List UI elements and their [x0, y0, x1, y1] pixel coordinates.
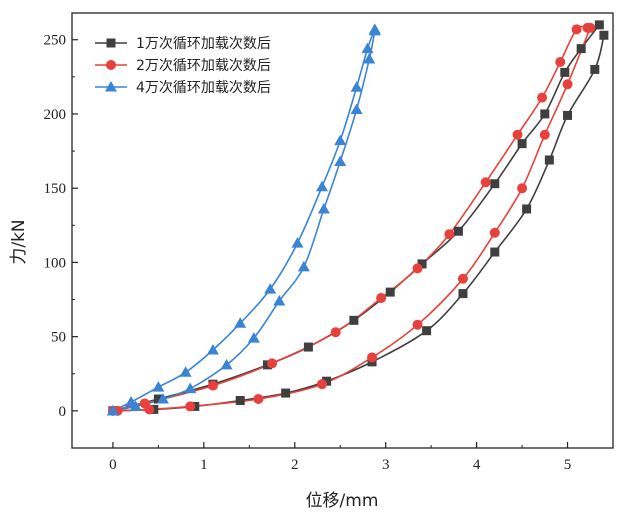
series-1-unloading-point [563, 110, 573, 120]
x-tick-label: 5 [564, 457, 572, 473]
series-2-unloading-point [144, 404, 155, 415]
series-3-unloading-point [129, 400, 142, 411]
legend-marker-3 [105, 81, 117, 92]
series-2-loading-point [330, 327, 341, 338]
series-2-unloading-point [457, 273, 468, 284]
series-1-unloading-point [590, 64, 600, 74]
legend: 1万次循环加载次数后 2万次循环加载次数后 4万次循环加载次数后 [95, 36, 271, 96]
series-2-loading-point [376, 293, 387, 304]
series-2-unloading-point [517, 183, 528, 194]
series-1-unloading-point [235, 395, 245, 405]
y-tick-label: 250 [44, 33, 67, 49]
series-1-loading-point [349, 315, 359, 325]
plot-frame [71, 12, 614, 449]
series-2-loading-point [571, 24, 582, 35]
x-tick-label: 4 [473, 457, 481, 473]
series-2-loading-point [555, 56, 566, 67]
series-1-unloading-point [599, 30, 609, 40]
series-3-unloading-point [350, 103, 363, 115]
series-3-unloading-point [368, 24, 381, 36]
series-1-unloading-point [322, 376, 332, 386]
series-2-unloading-point [367, 352, 378, 363]
y-axis-title: 力/kN [9, 219, 29, 264]
series-3-loading-point [361, 42, 374, 54]
legend-label-1: 1万次循环加载次数后 [136, 36, 271, 52]
series-3-unloading-point [247, 332, 260, 343]
series-1-loading-point [303, 342, 313, 352]
series-2-unloading-point [185, 401, 196, 412]
y-tick-label: 50 [51, 330, 66, 346]
series-2-unloading-point [317, 379, 328, 390]
series-2-unloading-point [489, 227, 500, 238]
x-tick-label: 2 [291, 457, 299, 473]
series-3-unloading-point [273, 295, 286, 306]
series-2-unloading-point [253, 394, 264, 405]
series-1-unloading-point [281, 388, 291, 398]
series-1-loading-point [385, 287, 395, 297]
series-3-unloading-point [156, 393, 169, 404]
series-3-unloading-point [184, 382, 197, 394]
series-3-loading-point [179, 366, 192, 377]
series-1-loading-point [490, 179, 500, 189]
series-2-unloading-point [585, 22, 596, 33]
series-2-unloading-point [562, 79, 573, 90]
series-1-unloading-point [458, 289, 468, 299]
legend-marker-2 [106, 60, 116, 70]
series-3-unloading-point [106, 404, 119, 416]
series-1-loading-point [153, 394, 163, 404]
y-tick-label: 100 [44, 255, 67, 271]
x-axis-title: 位移/mm [306, 491, 379, 511]
series-1-loading-point [576, 44, 586, 54]
x-tick-label: 0 [109, 457, 117, 473]
series-3-loading-point [350, 81, 363, 92]
y-tick-label: 0 [59, 404, 67, 420]
series-1-loading-point [594, 20, 604, 30]
series-2-loading-point [444, 229, 455, 240]
plot-border [71, 12, 614, 449]
series-2-loading-point [267, 358, 278, 369]
series-3-loading-point [334, 134, 347, 146]
series-3-loading-point [291, 237, 304, 248]
y-tick-label: 200 [44, 107, 67, 123]
series-1-loading-point [417, 259, 427, 269]
y-tick-label: 150 [44, 181, 67, 197]
series-2-loading-point [512, 129, 523, 140]
series-3-unloading-point [297, 260, 310, 272]
series-3-unloading-point [220, 358, 233, 370]
legend-label-2: 2万次循环加载次数后 [136, 58, 271, 74]
series-1-unloading-point [522, 204, 532, 214]
series-3-loading-point [234, 317, 247, 328]
series-3-loading-point [152, 381, 165, 392]
series-3-unloading-point [363, 53, 376, 64]
series-2-loading-point [537, 92, 548, 103]
series-3-unloading-point [317, 202, 330, 214]
series-1-unloading-point [490, 247, 500, 257]
series-2-loading-point [412, 263, 423, 274]
series-1-loading-point [540, 109, 550, 119]
series-1-unloading-point [422, 326, 432, 336]
series-3-unloading-point [334, 155, 347, 166]
series-2-loading-point [207, 380, 218, 391]
x-tick-label: 1 [200, 457, 208, 473]
series-1-loading-point [517, 139, 527, 149]
series-2-unloading-point [412, 319, 423, 330]
series-3-loading-point [264, 283, 277, 294]
series-1-loading-point [453, 226, 463, 236]
markers-layer [106, 20, 609, 416]
series-1-loading-point [560, 67, 570, 77]
series-1-unloading-point [544, 155, 554, 165]
x-tick-label: 3 [382, 457, 390, 473]
legend-marker-1 [106, 38, 116, 48]
series-3-loading-point [206, 344, 219, 355]
series-2-loading-point [480, 177, 491, 188]
series-2-unloading-point [539, 129, 550, 140]
series-3-loading-point [316, 180, 329, 192]
legend-label-3: 4万次循环加载次数后 [136, 80, 271, 96]
